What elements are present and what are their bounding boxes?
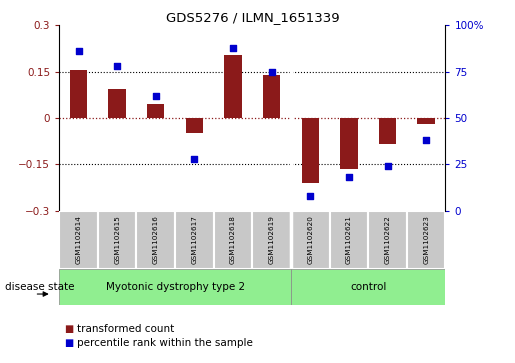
Bar [109,89,126,118]
Text: GSM1102616: GSM1102616 [153,215,159,264]
Text: ■: ■ [64,323,74,334]
Bar [136,211,175,269]
Text: GSM1102615: GSM1102615 [114,215,120,264]
Text: Myotonic dystrophy type 2: Myotonic dystrophy type 2 [106,282,245,292]
Point [74,48,82,54]
Bar [407,211,445,269]
Bar [98,211,136,269]
Text: GSM1102618: GSM1102618 [230,215,236,264]
Point [422,137,431,143]
Text: GSM1102620: GSM1102620 [307,215,313,264]
Bar [330,211,368,269]
Text: control: control [350,282,386,292]
Bar [186,118,203,134]
Bar [263,75,280,118]
Point [152,93,160,99]
Bar [379,118,396,144]
Point [191,156,199,162]
Point [229,45,237,50]
Text: GSM1102621: GSM1102621 [346,215,352,264]
Bar [368,211,407,269]
Text: GSM1102617: GSM1102617 [192,215,197,264]
Title: GDS5276 / ILMN_1651339: GDS5276 / ILMN_1651339 [165,11,339,24]
Point [113,63,122,69]
Bar [59,211,98,269]
Point [345,174,353,180]
Text: percentile rank within the sample: percentile rank within the sample [77,338,253,348]
Text: GSM1102623: GSM1102623 [423,215,429,264]
Text: GSM1102622: GSM1102622 [385,215,390,264]
Bar [291,211,330,269]
Bar [340,118,357,169]
Bar [214,211,252,269]
Bar [418,118,435,124]
Point [268,69,276,75]
Bar [147,104,164,118]
Bar [225,55,242,118]
Text: GSM1102614: GSM1102614 [76,215,81,264]
Bar [302,118,319,183]
Bar [252,211,291,269]
Text: GSM1102619: GSM1102619 [269,215,274,264]
Point [383,163,392,169]
Text: transformed count: transformed count [77,323,175,334]
Point [306,193,314,199]
Text: ■: ■ [64,338,74,348]
Bar [291,269,445,305]
Bar [59,269,291,305]
Bar [175,211,214,269]
Text: disease state: disease state [5,282,75,292]
Bar [70,70,87,118]
